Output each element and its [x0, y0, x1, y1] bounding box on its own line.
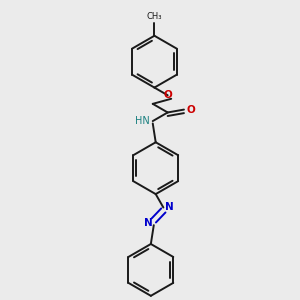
Text: HN: HN: [135, 116, 150, 126]
Text: N: N: [165, 202, 174, 212]
Text: O: O: [186, 105, 195, 115]
Text: CH₃: CH₃: [147, 12, 162, 21]
Text: N: N: [144, 218, 152, 228]
Text: O: O: [163, 90, 172, 100]
